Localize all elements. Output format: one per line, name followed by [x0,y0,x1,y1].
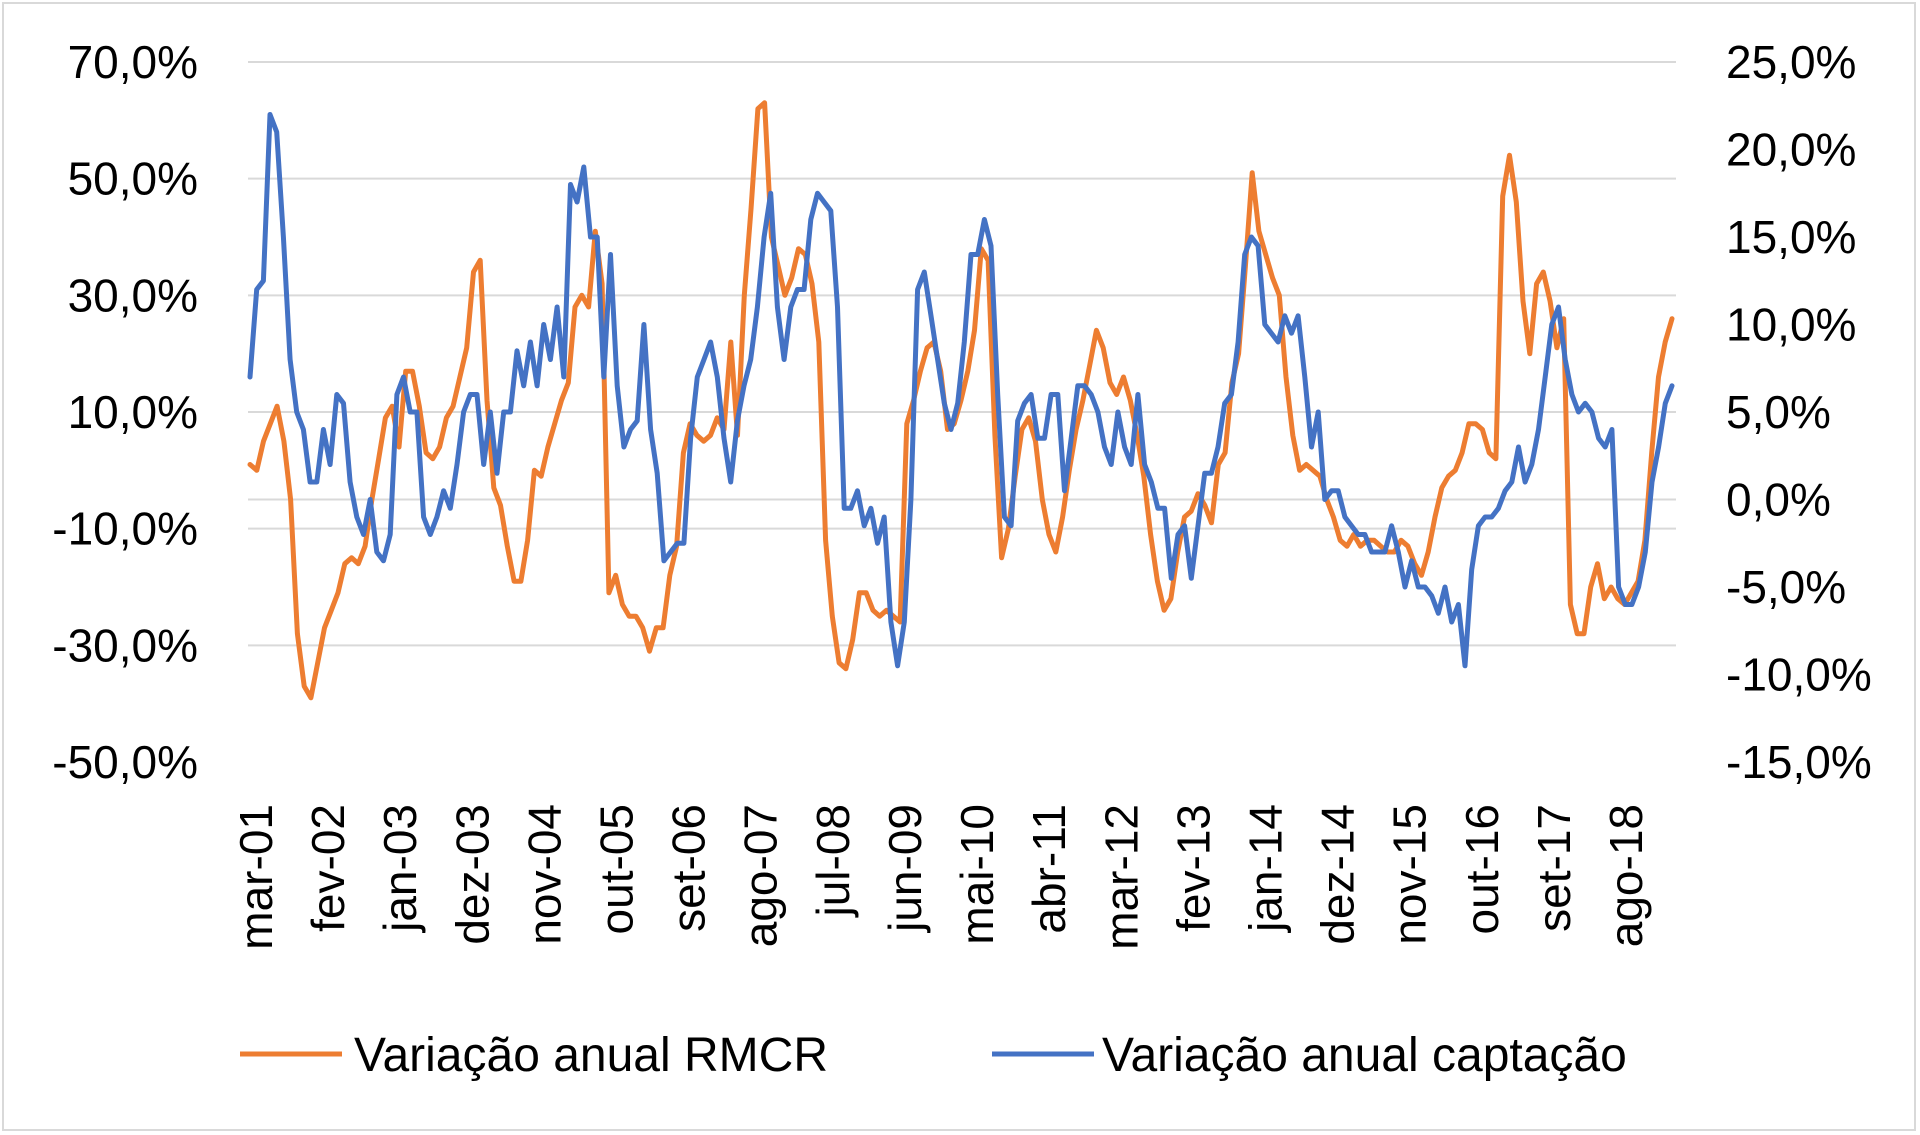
x-axis-tick-label: set-06 [663,804,715,932]
x-axis-tick-label: out-05 [591,804,643,934]
x-axis-tick-label: abr-11 [1023,804,1075,934]
legend-label: Variação anual RMCR [354,1029,828,1082]
right-axis-tick-label: 0,0% [1726,474,1831,526]
right-axis-tick-label: 15,0% [1726,211,1856,263]
x-axis-tick-label: jul-08 [807,804,859,919]
left-axis-ticks: 70,0% 50,0% 30,0% 10,0% -10,0% -30,0% -50,0% [52,36,198,788]
x-axis-tick-label: jan-14 [1239,804,1291,934]
series-lines [247,100,1675,701]
left-axis-tick-label: 30,0% [68,269,198,321]
right-axis-tick-label: -15,0% [1726,736,1872,788]
right-axis-tick-label: -10,0% [1726,649,1872,701]
x-axis-tick-label: jun-09 [879,804,931,934]
series-line [247,100,1675,701]
right-axis-ticks: 25,0% 20,0% 15,0% 10,0% 5,0% 0,0% -5,0% -10,0% -… [1726,36,1872,788]
left-axis-tick-label: 50,0% [68,153,198,205]
x-axis-tick-label: jan-03 [374,804,426,934]
x-axis-tick-label: ago-07 [735,804,787,947]
x-axis-tick-label: mar-01 [230,804,282,950]
left-axis-tick-label: 10,0% [68,386,198,438]
x-axis-tick-label: mar-12 [1095,804,1147,950]
left-axis-tick-label: -50,0% [52,736,198,788]
x-axis-tick-label: mai-10 [951,804,1003,945]
right-axis-tick-label: -5,0% [1726,561,1846,613]
left-axis-tick-label: -10,0% [52,503,198,555]
legend-label: Variação anual captação [1102,1029,1627,1082]
right-axis-tick-label: 25,0% [1726,36,1856,88]
right-axis-tick-label: 10,0% [1726,299,1856,351]
x-axis-tick-label: fev-02 [302,804,354,932]
legend: Variação anual RMCR Variação anual captaç… [240,1029,1627,1082]
dual-axis-line-chart: 70,0% 50,0% 30,0% 10,0% -10,0% -30,0% -50,0% 2… [52,36,1872,1082]
left-axis-tick-label: -30,0% [52,619,198,671]
right-axis-tick-label: 20,0% [1726,124,1856,176]
series-line [247,112,1675,669]
x-axis-tick-label: set-17 [1528,804,1580,932]
x-axis-tick-label: out-16 [1456,804,1508,934]
x-axis-tick-label: fev-13 [1167,804,1219,932]
x-axis-tick-label: ago-18 [1600,804,1652,947]
right-axis-tick-label: 5,0% [1726,386,1831,438]
x-axis-tick-label: dez-14 [1312,804,1364,945]
x-axis-tick-label: nov-15 [1384,804,1436,945]
x-axis-tick-label: nov-04 [518,804,570,945]
x-axis-tick-label: dez-03 [446,804,498,945]
left-axis-tick-label: 70,0% [68,36,198,88]
x-axis-ticks: mar-01 fev-02 jan-03 dez-03 nov-04 out-05 set-… [230,804,1652,950]
